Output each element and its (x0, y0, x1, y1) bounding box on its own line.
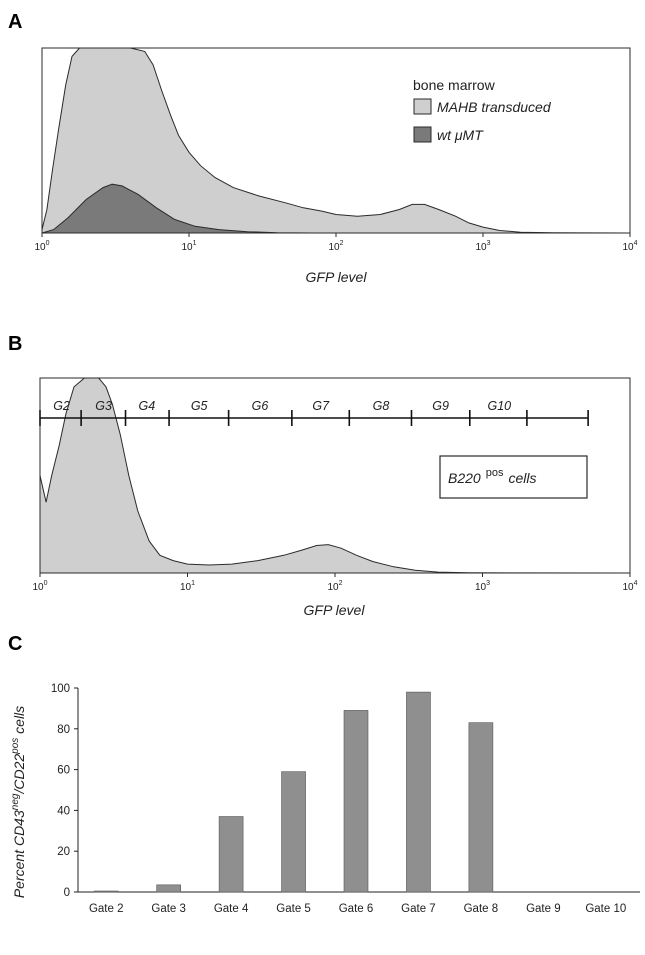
panel-b-annotation-text: B220 pos cells (448, 467, 536, 486)
panel-a-series-area-0 (41, 47, 631, 234)
panel-b-series-group (39, 377, 631, 574)
panel-a-legend: bone marrow MAHB transduced wt μMT (413, 77, 552, 143)
panel-a-legend-title: bone marrow (413, 77, 496, 93)
panel-b-gate-label-g9: G9 (432, 399, 449, 413)
panel-a-x-tick-label-2: 102 (328, 240, 343, 253)
panel-b-gate-label-g3: G3 (95, 399, 112, 413)
panel-b-histogram: G2 G3 G4 G5 G6 G7 G8 G9 G10 100 101 102 103 104 B220… (32, 377, 638, 618)
panel-b-x-axis-title: GFP level (304, 602, 366, 618)
panel-a-legend-swatch-wt (413, 126, 432, 143)
panel-a-legend-label-wt: wt μMT (437, 127, 484, 143)
panel-b-x-ticks: 100 101 102 103 104 (32, 573, 638, 593)
panel-a-letter: A (8, 11, 22, 33)
panel-b-x-tick-label-0: 100 (32, 580, 47, 593)
panel-c-category-label-8: Gate 10 (585, 903, 626, 915)
panel-a-x-tick-label-1: 101 (181, 240, 196, 253)
panel-b-gate-label-g4: G4 (138, 399, 155, 413)
panel-c-category-label-1: Gate 3 (151, 903, 186, 915)
panel-a-x-tick-label-3: 103 (475, 240, 490, 253)
panel-a-x-ticks: 100 101 102 103 104 (34, 233, 638, 253)
panel-a-series-group (41, 47, 631, 234)
panel-a-series-area-1 (41, 183, 630, 234)
panel-c-bar-gate-7 (406, 691, 431, 893)
panel-b-gate-bar: G2 G3 G4 G5 G6 G7 G8 G9 G10 (39, 399, 589, 426)
panel-c-y-tick-label-4: 80 (57, 724, 70, 736)
panel-b-gate-label-g7: G7 (312, 399, 330, 413)
panel-b-x-tick-label-3: 103 (475, 580, 490, 593)
panel-c-letter: C (8, 633, 22, 655)
panel-c-y-tick-label-2: 40 (57, 805, 70, 817)
panel-c-category-label-6: Gate 8 (464, 903, 499, 915)
panel-a-legend-label-mahb: MAHB transduced (437, 99, 552, 115)
panel-a-legend-swatch-mahb (413, 98, 432, 115)
panel-a-x-axis-title: GFP level (306, 269, 368, 285)
panel-b-letter: B (8, 333, 22, 355)
panel-c-y-axis-title: Percent CD43neg/CD22pos cells (10, 706, 27, 898)
panel-b-gate-label-g6: G6 (252, 399, 269, 413)
panel-c-bar-gate-6 (343, 710, 369, 893)
panel-c-y-tick-label-0: 0 (64, 887, 70, 899)
panel-c-category-label-5: Gate 7 (401, 903, 436, 915)
panel-c-y-tick-label-1: 20 (57, 846, 70, 858)
panel-b-x-tick-label-4: 104 (622, 580, 637, 593)
panel-b-gate-label-g8: G8 (373, 399, 390, 413)
panel-c-bar-chart: Percent CD43neg/CD22pos cells 0 20 40 60 80 1… (10, 683, 640, 915)
panel-c-category-label-2: Gate 4 (214, 903, 249, 915)
panel-c-category-labels: Gate 2 Gate 3 Gate 4 Gate 5 Gate 6 Gate 7 Gate… (89, 903, 626, 915)
panel-c-category-label-4: Gate 6 (339, 903, 374, 915)
panel-b-annotation-frame (439, 455, 588, 499)
panel-b-series-area-0 (39, 377, 631, 574)
panel-a-x-tick-label-4: 104 (622, 240, 637, 253)
panel-c-bar-gate-2 (93, 890, 119, 893)
panel-b-x-tick-label-1: 101 (180, 580, 195, 593)
panel-a-histogram: 100 101 102 103 104 GFP level bone marrow MA… (34, 47, 638, 285)
panel-b-annotation-box: B220 pos cells (439, 455, 588, 499)
panel-c-bar-gate-8 (468, 722, 494, 893)
panel-c-bar-gate-4 (218, 816, 244, 893)
panel-c-category-label-0: Gate 2 (89, 903, 124, 915)
panel-c-category-label-3: Gate 5 (276, 903, 311, 915)
panel-b-gate-label-g5: G5 (191, 399, 208, 413)
panel-c-y-tick-label-5: 100 (51, 683, 70, 695)
panel-c-bar-gate-3 (156, 884, 181, 893)
panel-c-bar-gate-5 (281, 771, 306, 893)
panel-a-x-tick-label-0: 100 (34, 240, 49, 253)
panel-b-gate-label-g10: G10 (487, 399, 511, 413)
panel-b-gate-label-g2: G2 (53, 399, 70, 413)
panel-b-x-tick-label-2: 102 (327, 580, 342, 593)
panel-c-bars (93, 691, 494, 893)
panel-c-y-tick-label-3: 60 (57, 765, 70, 777)
panel-c-category-label-7: Gate 9 (526, 903, 561, 915)
